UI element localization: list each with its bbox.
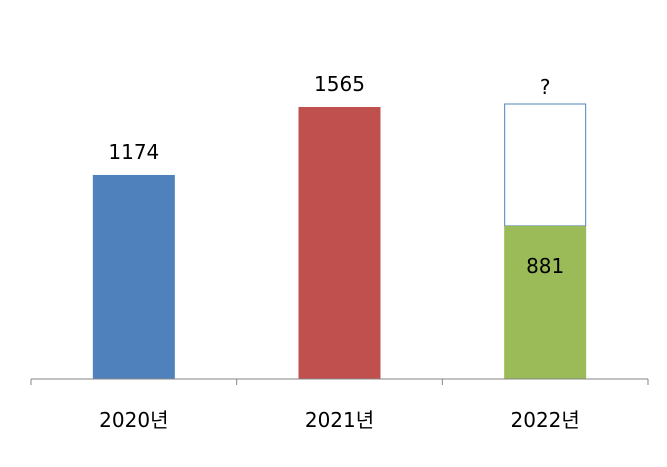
data-labels: 1174 1565 ? 881 [108, 72, 564, 278]
category-label: 2020년 [99, 408, 168, 432]
bar-value-label: 881 [526, 254, 564, 278]
category-label: 2021년 [305, 408, 374, 432]
category-labels: 2020년 2021년 2022년 [99, 408, 580, 432]
x-axis-ticks [30, 379, 649, 385]
bar [504, 225, 587, 379]
bar-value-label: 1174 [108, 140, 159, 164]
bars-layer [92, 103, 587, 379]
bar-value-label: 1565 [314, 72, 365, 96]
unknown-value-label: ? [540, 75, 551, 99]
unknown-bar-portion [504, 103, 587, 227]
bar [92, 174, 175, 379]
bar [298, 107, 381, 379]
category-label: 2022년 [511, 408, 580, 432]
